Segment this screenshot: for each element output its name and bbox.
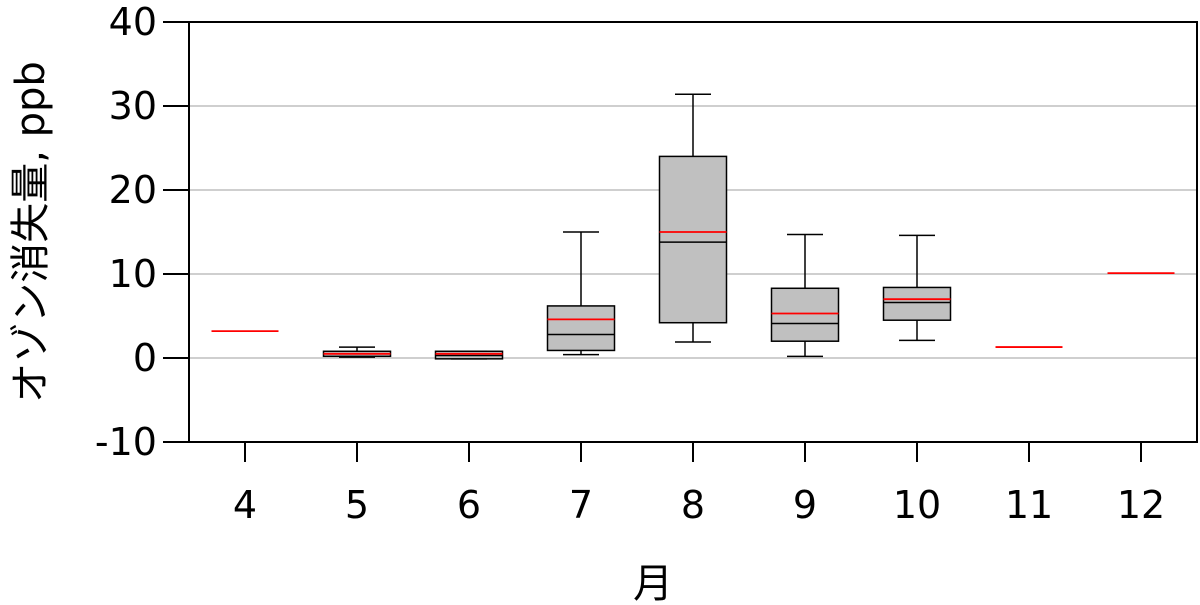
box-iqr [770, 287, 840, 342]
x-tick-label: 11 [1005, 483, 1053, 527]
x-tick-label: 5 [345, 483, 369, 527]
box-month-9 [770, 233, 840, 358]
box-series [211, 93, 1175, 360]
box-month-7 [546, 231, 616, 356]
x-tick-label: 6 [457, 483, 481, 527]
box-iqr [882, 286, 952, 321]
y-tick-label: -10 [95, 420, 157, 464]
x-tick-label: 10 [893, 483, 941, 527]
box-month-8 [658, 93, 728, 343]
y-axis-title: オゾン消失量, ppb [8, 61, 54, 403]
y-tick-label: 10 [109, 252, 157, 296]
box-iqr [658, 155, 728, 324]
box-iqr [546, 305, 616, 352]
x-tick-label: 7 [569, 483, 593, 527]
y-tick-label: 40 [109, 0, 157, 44]
x-tick-label: 8 [681, 483, 705, 527]
x-axis-title: 月 [633, 561, 673, 605]
y-tick-label: 20 [109, 168, 157, 212]
y-tick-label: 0 [133, 336, 157, 380]
box-month-6 [434, 350, 504, 360]
box-month-5 [322, 346, 392, 358]
x-tick-label: 4 [233, 483, 257, 527]
x-tick-label: 9 [793, 483, 817, 527]
y-tick-label: 30 [109, 84, 157, 128]
x-tick-label: 12 [1117, 483, 1165, 527]
x-tick-labels: 4 5 6 7 8 9 10 11 12 [233, 483, 1165, 527]
y-tick-labels: -10 0 10 20 30 40 [95, 0, 157, 464]
axes [163, 21, 1198, 462]
box-month-10 [882, 234, 952, 342]
